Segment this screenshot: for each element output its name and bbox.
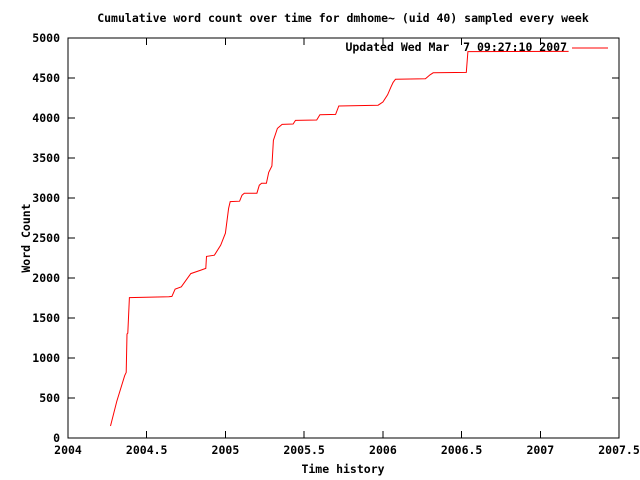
x-tick-label: 2007.5	[598, 443, 640, 457]
legend-label: Updated Wed Mar 7 09:27:10 2007	[345, 40, 567, 54]
data-series-line	[110, 50, 569, 427]
y-tick-label: 1500	[32, 311, 60, 325]
y-tick-label: 3500	[32, 151, 60, 165]
y-axis-ticks: 0 500 1000 1500 2000 2500 3000 3500 4000 4500 5000	[32, 31, 619, 445]
y-tick-label: 5000	[32, 31, 60, 45]
y-tick-label: 2000	[32, 271, 60, 285]
x-tick-label: 2005	[212, 443, 240, 457]
x-tick-label: 2005.5	[283, 443, 325, 457]
x-tick-label: 2004	[54, 443, 82, 457]
x-axis-ticks: 2004 2004.5 2005 2005.5 2006 2006.5 2007 2007.5	[54, 38, 640, 457]
y-tick-label: 2500	[32, 231, 60, 245]
plot-border	[67, 37, 620, 439]
x-tick-label: 2006.5	[441, 443, 483, 457]
x-tick-label: 2006	[369, 443, 397, 457]
y-tick-label: 4500	[32, 71, 60, 85]
y-axis-label: Word Count	[19, 203, 33, 272]
x-tick-label: 2007	[526, 443, 554, 457]
x-axis-label: Time history	[301, 462, 384, 476]
chart-title: Cumulative word count over time for dmho…	[97, 11, 589, 25]
x-tick-label: 2004.5	[126, 443, 168, 457]
y-tick-label: 4000	[32, 111, 60, 125]
y-tick-label: 3000	[32, 191, 60, 205]
y-tick-label: 1000	[32, 351, 60, 365]
y-tick-label: 500	[39, 391, 60, 405]
y-tick-label: 0	[53, 431, 60, 445]
